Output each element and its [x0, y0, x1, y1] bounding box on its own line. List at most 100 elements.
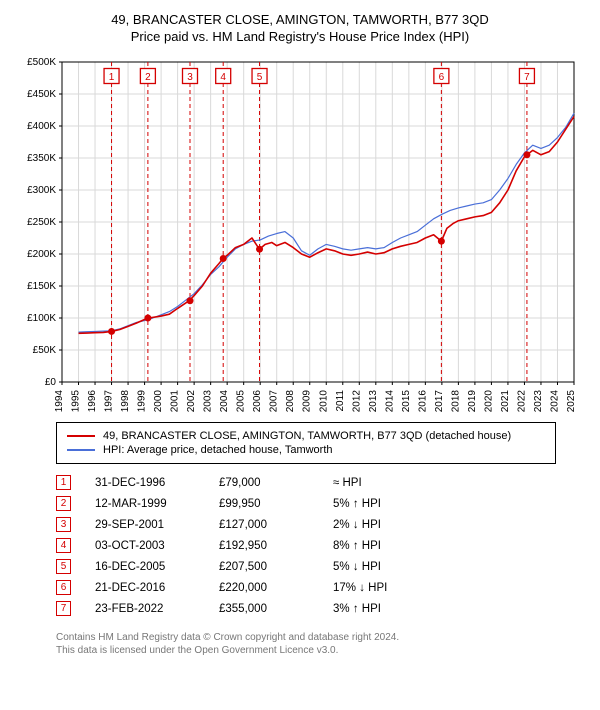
svg-text:2013: 2013 [368, 390, 379, 412]
legend-swatch [67, 449, 95, 451]
page-container: 49, BRANCASTER CLOSE, AMINGTON, TAMWORTH… [0, 0, 600, 665]
svg-text:2007: 2007 [269, 390, 280, 412]
sale-delta: 8% ↑ HPI [333, 540, 433, 552]
legend-row: 49, BRANCASTER CLOSE, AMINGTON, TAMWORTH… [67, 429, 545, 443]
svg-text:2001: 2001 [170, 390, 181, 412]
sale-marker-box: 4 [56, 538, 71, 553]
legend-label: HPI: Average price, detached house, Tamw… [103, 444, 333, 456]
sale-row: 5 16-DEC-2005 £207,500 5% ↓ HPI [56, 556, 586, 577]
svg-text:2020: 2020 [483, 390, 494, 412]
sale-date: 29-SEP-2001 [95, 519, 195, 531]
svg-text:2003: 2003 [203, 390, 214, 412]
footer-line2: This data is licensed under the Open Gov… [56, 644, 586, 657]
svg-text:1996: 1996 [87, 390, 98, 412]
svg-text:2019: 2019 [467, 390, 478, 412]
chart-title-block: 49, BRANCASTER CLOSE, AMINGTON, TAMWORTH… [14, 12, 586, 44]
sales-table: 1 31-DEC-1996 £79,000 ≈ HPI 2 12-MAR-1999 £99,… [56, 472, 586, 619]
svg-text:2015: 2015 [401, 390, 412, 412]
svg-text:2011: 2011 [335, 390, 346, 412]
footer-line1: Contains HM Land Registry data © Crown c… [56, 631, 586, 644]
svg-text:2004: 2004 [219, 390, 230, 412]
sale-price: £355,000 [219, 603, 309, 615]
svg-text:2024: 2024 [549, 390, 560, 412]
svg-text:£0: £0 [45, 377, 57, 388]
svg-text:2002: 2002 [186, 390, 197, 412]
svg-text:£500K: £500K [27, 57, 56, 68]
sale-price: £127,000 [219, 519, 309, 531]
svg-text:2006: 2006 [252, 390, 263, 412]
sale-row: 1 31-DEC-1996 £79,000 ≈ HPI [56, 472, 586, 493]
sale-marker-box: 3 [56, 517, 71, 532]
svg-text:2023: 2023 [533, 390, 544, 412]
sale-date: 21-DEC-2016 [95, 582, 195, 594]
sale-marker-box: 6 [56, 580, 71, 595]
sale-marker-box: 2 [56, 496, 71, 511]
svg-text:£50K: £50K [33, 345, 57, 356]
sale-marker-box: 1 [56, 475, 71, 490]
sale-price: £207,500 [219, 561, 309, 573]
legend-label: 49, BRANCASTER CLOSE, AMINGTON, TAMWORTH… [103, 430, 511, 442]
sale-delta: 5% ↓ HPI [333, 561, 433, 573]
svg-text:6: 6 [439, 72, 445, 83]
chart-title-line2: Price paid vs. HM Land Registry's House … [14, 29, 586, 44]
svg-text:2018: 2018 [450, 390, 461, 412]
sale-row: 7 23-FEB-2022 £355,000 3% ↑ HPI [56, 598, 586, 619]
svg-text:2021: 2021 [500, 390, 511, 412]
svg-text:2025: 2025 [566, 390, 577, 412]
sale-price: £99,950 [219, 498, 309, 510]
sale-date: 16-DEC-2005 [95, 561, 195, 573]
sale-delta: 2% ↓ HPI [333, 519, 433, 531]
svg-text:£350K: £350K [27, 153, 56, 164]
sale-price: £192,950 [219, 540, 309, 552]
svg-text:2005: 2005 [236, 390, 247, 412]
svg-text:1998: 1998 [120, 390, 131, 412]
svg-text:1994: 1994 [54, 390, 65, 412]
sale-date: 23-FEB-2022 [95, 603, 195, 615]
svg-text:1995: 1995 [71, 390, 82, 412]
svg-text:2012: 2012 [351, 390, 362, 412]
sale-marker-box: 7 [56, 601, 71, 616]
svg-text:£450K: £450K [27, 89, 56, 100]
sale-delta: 5% ↑ HPI [333, 498, 433, 510]
svg-text:2009: 2009 [302, 390, 313, 412]
svg-text:2008: 2008 [285, 390, 296, 412]
svg-text:2010: 2010 [318, 390, 329, 412]
svg-text:1: 1 [109, 72, 115, 83]
svg-text:£400K: £400K [27, 121, 56, 132]
svg-text:7: 7 [524, 72, 530, 83]
chart-area: £0 £50K £100K £150K £200K £250K £300K £350K £400… [14, 52, 586, 412]
price-chart: £0 £50K £100K £150K £200K £250K £300K £350K £400… [14, 52, 586, 412]
sale-row: 2 12-MAR-1999 £99,950 5% ↑ HPI [56, 493, 586, 514]
sale-delta: 3% ↑ HPI [333, 603, 433, 615]
svg-text:£100K: £100K [27, 313, 56, 324]
svg-text:2022: 2022 [516, 390, 527, 412]
sale-row: 3 29-SEP-2001 £127,000 2% ↓ HPI [56, 514, 586, 535]
sale-delta: ≈ HPI [333, 477, 433, 489]
sale-date: 03-OCT-2003 [95, 540, 195, 552]
svg-text:£150K: £150K [27, 281, 56, 292]
sale-marker-box: 5 [56, 559, 71, 574]
svg-text:2016: 2016 [417, 390, 428, 412]
sale-row: 4 03-OCT-2003 £192,950 8% ↑ HPI [56, 535, 586, 556]
svg-text:2017: 2017 [434, 390, 445, 412]
svg-text:2014: 2014 [384, 390, 395, 412]
sale-price: £79,000 [219, 477, 309, 489]
svg-text:£200K: £200K [27, 249, 56, 260]
chart-title-line1: 49, BRANCASTER CLOSE, AMINGTON, TAMWORTH… [14, 12, 586, 27]
sale-price: £220,000 [219, 582, 309, 594]
svg-text:£300K: £300K [27, 185, 56, 196]
sale-delta: 17% ↓ HPI [333, 582, 433, 594]
svg-text:1997: 1997 [104, 390, 115, 412]
sale-date: 31-DEC-1996 [95, 477, 195, 489]
svg-text:5: 5 [257, 72, 263, 83]
svg-text:£250K: £250K [27, 217, 56, 228]
svg-text:3: 3 [187, 72, 193, 83]
sale-date: 12-MAR-1999 [95, 498, 195, 510]
svg-text:4: 4 [220, 72, 226, 83]
sale-row: 6 21-DEC-2016 £220,000 17% ↓ HPI [56, 577, 586, 598]
svg-text:1999: 1999 [137, 390, 148, 412]
svg-text:2000: 2000 [153, 390, 164, 412]
svg-text:2: 2 [145, 72, 151, 83]
legend-swatch [67, 435, 95, 437]
legend-row: HPI: Average price, detached house, Tamw… [67, 443, 545, 457]
